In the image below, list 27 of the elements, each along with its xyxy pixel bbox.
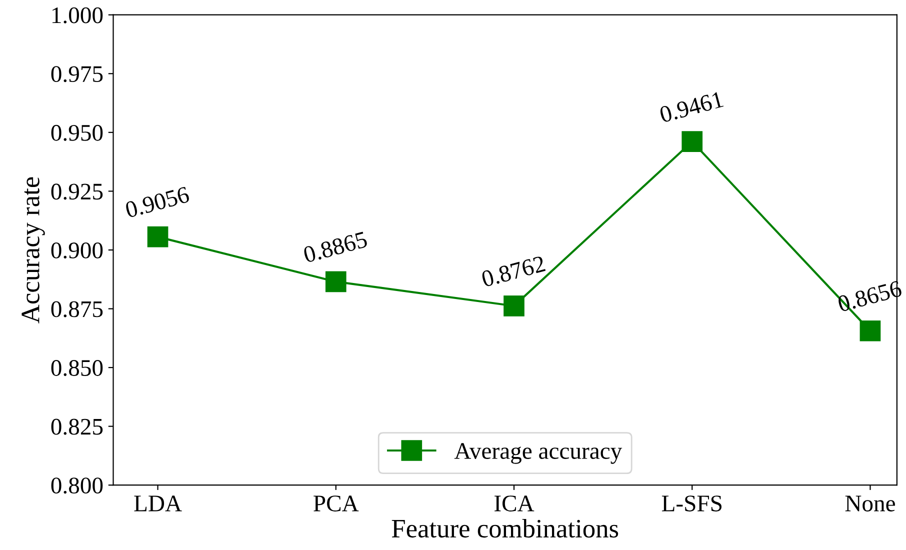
point xyxy=(504,296,524,316)
x-tick-label: ICA xyxy=(494,496,534,512)
text: 0.900 xyxy=(51,242,103,259)
data-label: 0.9056 xyxy=(124,186,190,218)
x-axis-title: Feature combinations xyxy=(392,519,618,538)
data-label: 0.8865 xyxy=(302,231,368,264)
text: 1.000 xyxy=(52,7,103,24)
data-label: 0.8762 xyxy=(480,256,546,288)
text: 0.950 xyxy=(51,124,103,141)
text: 0.800 xyxy=(51,478,103,494)
x-tick-label: LDA xyxy=(134,496,182,512)
x-tick-label: None xyxy=(845,496,895,512)
text: 0.875 xyxy=(51,301,103,318)
text: 0.975 xyxy=(51,66,103,82)
data-label: 0.9461 xyxy=(659,91,724,123)
text: 0.850 xyxy=(51,360,103,376)
data-label: 0.8656 xyxy=(837,280,902,312)
point xyxy=(147,226,168,248)
point xyxy=(860,320,881,342)
x-tick-label: PCA xyxy=(314,496,359,512)
y-axis-title: Accuracy rate xyxy=(22,177,45,324)
text: 0.825 xyxy=(51,418,103,435)
x-tick-label: L-SFS xyxy=(662,496,722,512)
legend-label: Average accuracy xyxy=(454,443,622,464)
point xyxy=(682,131,703,152)
text: 0.925 xyxy=(51,184,103,200)
point xyxy=(325,271,346,292)
